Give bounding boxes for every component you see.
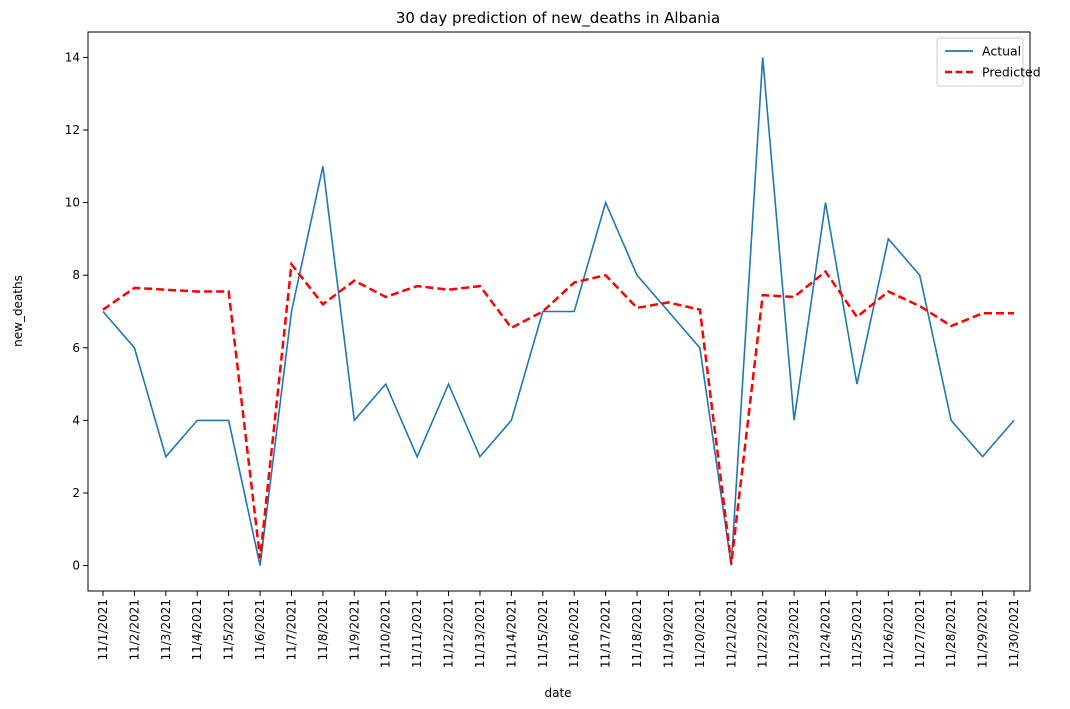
- x-tick-label: 11/8/2021: [316, 599, 330, 661]
- x-tick-label: 11/4/2021: [190, 599, 204, 661]
- y-tick-label: 12: [65, 123, 80, 137]
- x-tick-label: 11/18/2021: [630, 599, 644, 668]
- y-axis-label: new_deaths: [11, 275, 25, 347]
- y-tick-label: 8: [72, 268, 80, 282]
- series-line-predicted: [102, 261, 1014, 564]
- x-tick-label: 11/5/2021: [222, 599, 236, 661]
- x-tick-label: 11/20/2021: [693, 599, 707, 668]
- x-tick-label: 11/6/2021: [253, 599, 267, 661]
- legend: Actual Predicted: [936, 37, 1041, 87]
- x-tick-label: 11/30/2021: [1007, 599, 1021, 668]
- legend-box: [936, 37, 1024, 87]
- x-tick-label: 11/23/2021: [787, 599, 801, 668]
- x-tick-label: 11/22/2021: [756, 599, 770, 668]
- x-tick-label: 11/7/2021: [284, 599, 298, 661]
- x-tick-label: 11/29/2021: [976, 599, 990, 668]
- x-tick-label: 11/2/2021: [127, 599, 141, 661]
- legend-label-predicted: Predicted: [982, 65, 1041, 80]
- x-tick-label: 11/21/2021: [724, 599, 738, 668]
- x-tick-label: 11/15/2021: [536, 599, 550, 668]
- chart-title: 30 day prediction of new_deaths in Alban…: [396, 9, 720, 28]
- x-tick-label: 11/17/2021: [599, 599, 613, 668]
- y-tick-label: 6: [72, 341, 80, 355]
- x-axis-ticks: 11/1/2021 11/2/2021 11/3/2021 11/4/2021 11/5…: [96, 591, 1021, 668]
- x-tick-label: 11/13/2021: [473, 599, 487, 668]
- x-tick-label: 11/12/2021: [442, 599, 456, 668]
- x-axis-label: date: [544, 686, 571, 700]
- x-tick-label: 11/10/2021: [379, 599, 393, 668]
- legend-label-actual: Actual: [982, 44, 1021, 59]
- x-tick-label: 11/16/2021: [567, 599, 581, 668]
- x-tick-label: 11/19/2021: [661, 599, 675, 668]
- series-lines: [102, 57, 1015, 566]
- y-tick-label: 2: [72, 486, 80, 500]
- y-tick-label: 0: [72, 559, 80, 573]
- y-axis-ticks: 0 2 4 6 8 10 12 14: [65, 50, 88, 573]
- x-tick-label: 11/24/2021: [819, 599, 833, 668]
- x-tick-label: 11/14/2021: [504, 599, 518, 668]
- y-tick-label: 10: [65, 196, 80, 210]
- plot-area-frame: [87, 31, 1031, 592]
- x-tick-label: 11/11/2021: [410, 599, 424, 668]
- x-tick-label: 11/26/2021: [881, 599, 895, 668]
- x-tick-label: 11/25/2021: [850, 599, 864, 668]
- y-tick-label: 4: [72, 413, 80, 427]
- x-tick-label: 11/3/2021: [159, 599, 173, 661]
- x-tick-label: 11/1/2021: [96, 599, 110, 661]
- series-line-actual: [102, 57, 1015, 566]
- x-tick-label: 11/28/2021: [944, 599, 958, 668]
- x-tick-label: 11/27/2021: [913, 599, 927, 668]
- y-tick-label: 14: [65, 50, 80, 64]
- x-tick-label: 11/9/2021: [347, 599, 361, 661]
